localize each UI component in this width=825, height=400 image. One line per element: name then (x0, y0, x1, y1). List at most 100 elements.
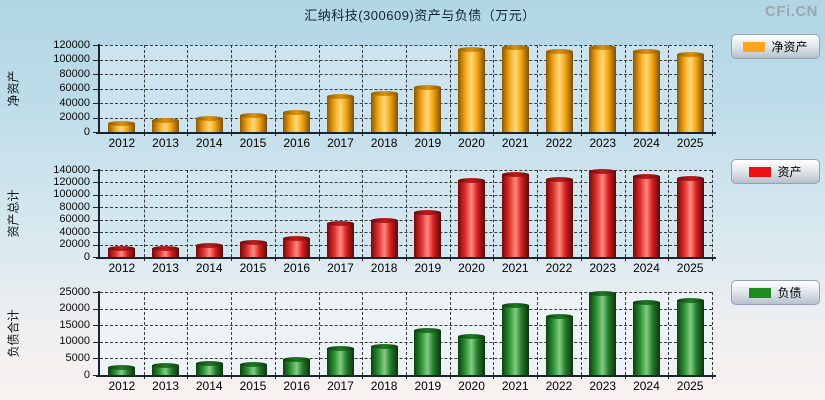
bar-total-liabilities-2022 (545, 313, 573, 375)
h-gridline (100, 308, 712, 310)
y-tick-mark (93, 358, 100, 360)
x-tick-mark (580, 375, 582, 379)
x-axis-label: 2012 (108, 136, 136, 150)
v-gridline (668, 170, 670, 257)
bar-total-liabilities-2019 (414, 327, 442, 375)
y-tick-label: 60000 (59, 213, 90, 226)
x-axis-label: 2014 (195, 136, 223, 150)
v-gridline (318, 292, 320, 375)
page-title: 汇纳科技(300609)资产与负债（万元） (304, 8, 536, 23)
bar-total-liabilities-2023 (589, 291, 617, 375)
x-tick-mark (624, 132, 626, 136)
bar-total-assets-2012 (108, 246, 136, 257)
x-axis-label: 2023 (589, 379, 617, 393)
v-gridline (449, 292, 451, 375)
x-tick-mark (406, 132, 407, 136)
x-tick-mark (537, 257, 539, 261)
x-axis-label: 2019 (414, 261, 442, 275)
x-tick-mark (493, 375, 495, 379)
x-tick-mark (668, 132, 670, 136)
x-axis-label: 2025 (676, 379, 704, 393)
x-tick-mark (187, 257, 189, 261)
v-gridline (537, 45, 539, 132)
bar-total-liabilities-2024 (632, 300, 660, 375)
x-axis-label: 2015 (239, 261, 267, 275)
y-tick-mark (93, 232, 100, 234)
bar-net-assets-2013 (152, 118, 180, 132)
x-tick-mark (668, 375, 670, 379)
bar-net-assets-2019 (414, 85, 442, 132)
x-axis-label: 2016 (283, 261, 311, 275)
y-axis-line (98, 169, 100, 257)
x-axis-label: 2024 (633, 379, 660, 393)
x-tick-mark (274, 375, 276, 379)
legend-label-liabilities: 负债 (777, 286, 802, 300)
x-axis-label: 2023 (589, 261, 617, 275)
x-tick-mark (668, 257, 670, 261)
x-tick-mark (318, 257, 320, 261)
y-axis-title-liabilities: 负债合计 (4, 292, 22, 375)
x-tick-mark (318, 375, 320, 379)
h-gridline (100, 88, 712, 90)
h-gridline (100, 219, 712, 221)
y-tick-label: 120000 (53, 175, 90, 188)
h-gridline (100, 292, 712, 293)
x-tick-mark (362, 132, 364, 136)
bar-net-assets-2023 (589, 44, 617, 132)
y-tick-label: 100000 (53, 188, 90, 201)
y-tick-mark (93, 375, 100, 376)
x-axis-label: 2018 (370, 261, 398, 275)
h-gridline (100, 358, 712, 360)
v-gridline (712, 45, 713, 132)
y-tick-label: 100000 (53, 53, 90, 65)
bar-net-assets-2016 (283, 110, 311, 132)
x-axis-label: 2013 (152, 136, 179, 150)
x-tick-mark (274, 132, 276, 136)
y-tick-label: 20000 (59, 302, 90, 315)
x-axis-label: 2024 (633, 136, 660, 150)
y-tick-mark (93, 45, 100, 46)
v-gridline (624, 170, 626, 257)
x-axis-label: 2013 (152, 261, 179, 275)
v-gridline (318, 170, 320, 257)
y-tick-mark (93, 88, 100, 90)
plot-area (100, 45, 712, 132)
y-tick-mark (93, 117, 100, 119)
v-gridline (143, 45, 145, 132)
y-tick-mark (93, 341, 100, 343)
bar-total-assets-2015 (239, 240, 267, 257)
x-tick-mark (406, 375, 407, 379)
bar-net-assets-2012 (108, 120, 136, 132)
v-gridline (231, 45, 233, 132)
bar-net-assets-2014 (195, 116, 223, 132)
x-axis-label: 2025 (676, 136, 704, 150)
v-gridline (362, 45, 364, 132)
y-axis-title-total-assets: 资产总计 (4, 170, 22, 257)
bar-total-assets-2022 (545, 176, 573, 257)
y-tick-label: 0 (83, 125, 90, 138)
x-tick-mark (493, 132, 495, 136)
bar-net-assets-2024 (632, 48, 660, 132)
y-tick-mark (93, 170, 100, 171)
v-gridline (406, 292, 407, 375)
y-axis-title-text: 资产总计 (6, 189, 21, 238)
bar-net-assets-2020 (458, 46, 486, 132)
x-axis-label: 2022 (545, 379, 573, 393)
x-axis-label: 2022 (545, 261, 573, 275)
h-gridline (100, 117, 712, 119)
x-axis-label: 2020 (458, 261, 485, 275)
bar-total-liabilities-2015 (239, 361, 267, 375)
legend-assets: 资产 (731, 159, 820, 184)
bar-net-assets-2021 (501, 45, 529, 132)
y-tick-label: 0 (83, 250, 90, 263)
x-tick-mark (493, 257, 495, 261)
v-gridline (274, 170, 276, 257)
x-tick-mark (580, 257, 582, 261)
v-gridline (362, 292, 364, 375)
plot-area (100, 292, 712, 375)
v-gridline (580, 292, 582, 375)
x-axis-line (96, 132, 716, 134)
h-gridline (100, 182, 712, 184)
bar-total-liabilities-2012 (108, 365, 136, 375)
v-gridline (580, 170, 582, 257)
